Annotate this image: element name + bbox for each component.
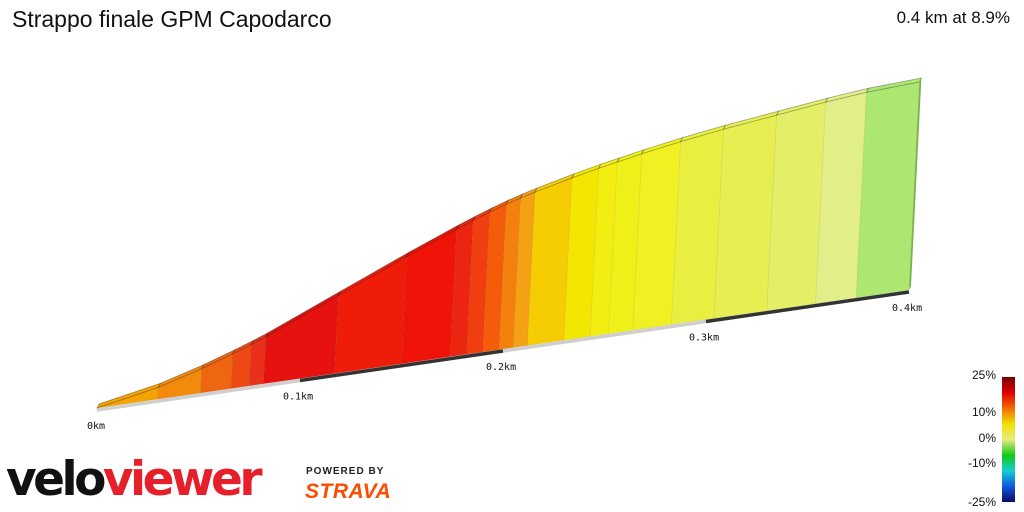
legend-label-10: 10% [972, 405, 996, 419]
distance-tick-label: 0.1km [283, 392, 313, 403]
gradient-segment [401, 228, 457, 365]
gradient-color-scale [1002, 377, 1015, 502]
distance-axis [96, 290, 910, 412]
distance-axis-band [502, 319, 707, 353]
logo-part-viewer: viewer [102, 452, 263, 507]
legend-label-minus10: -10% [968, 456, 996, 470]
logo-part-velo: velo [6, 452, 106, 507]
gradient-legend: 25% 10% 0% -10% -25% [968, 368, 1015, 509]
strava-logo[interactable]: STRAVA [305, 480, 392, 503]
chart-title: Strappo finale GPM Capodarco [12, 6, 332, 32]
gradient-segment [855, 81, 920, 299]
distance-tick-label: 0.3km [689, 333, 719, 344]
veloviewer-logo[interactable]: veloviewer [6, 452, 263, 508]
distance-axis-band [299, 349, 504, 383]
distance-tick-label: 0.4km [892, 303, 922, 314]
profile-top-edge [96, 77, 923, 409]
distance-tick-labels: 0km 0.1km 0.2km 0.3km 0.4km [87, 303, 922, 432]
powered-by-text: POWERED BY [306, 466, 385, 477]
legend-label-25: 25% [972, 368, 996, 382]
distance-axis-band [96, 378, 301, 412]
gradient-segment [263, 294, 339, 385]
profile-end-face [909, 78, 922, 290]
gradient-segment [713, 114, 777, 319]
legend-label-0: 0% [979, 431, 997, 445]
climb-summary: 0.4 km at 8.9% [896, 8, 1010, 27]
distance-axis-band [705, 290, 910, 324]
legend-label-minus25: -25% [968, 495, 996, 509]
distance-tick-label: 0.2km [486, 362, 516, 373]
branding: veloviewer POWERED BY STRAVA [6, 452, 416, 508]
distance-tick-label: 0km [87, 421, 105, 432]
